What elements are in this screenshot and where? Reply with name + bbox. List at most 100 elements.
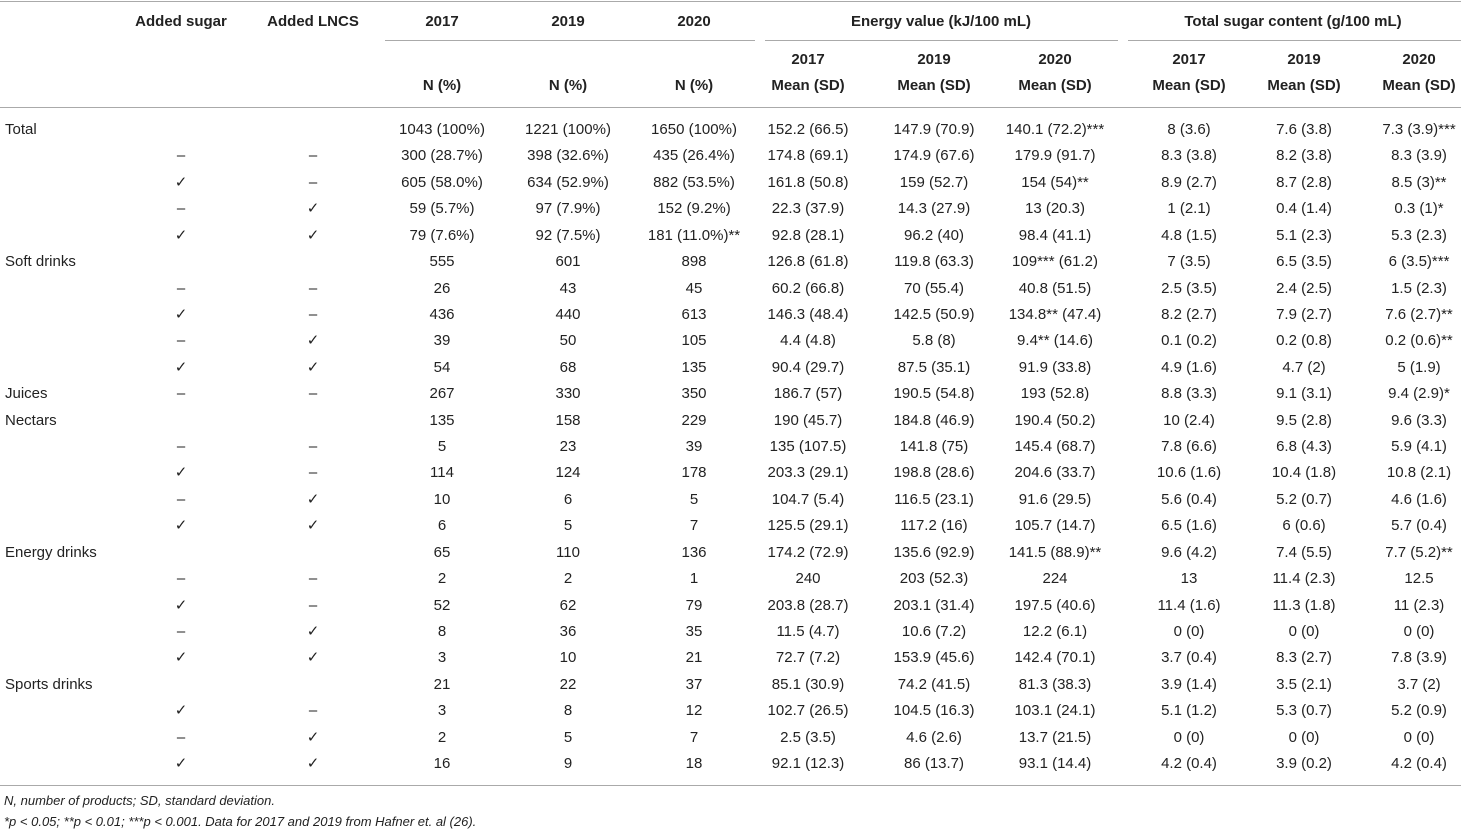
table-cell: 7.3 (3.9)*** (1382, 121, 1456, 138)
column-header: 2017 (425, 13, 459, 30)
table-cell: 0 (0) (1288, 728, 1320, 746)
table-cell: 8 (563, 702, 573, 720)
table-cell: 193 (52.8) (1020, 385, 1090, 403)
table-cell: 117.2 (16) (900, 517, 968, 535)
unit-header: N (%) (422, 77, 462, 94)
table-cell: 13 (20.3) (1024, 200, 1086, 218)
table-cell: – (308, 279, 318, 297)
row-label: Juices (5, 385, 48, 403)
table-cell: 2 (437, 570, 447, 588)
table-cell: ✓ (174, 702, 188, 720)
table-cell: 124 (555, 464, 581, 482)
table-cell: 436 (429, 305, 455, 323)
table-cell: 10.6 (1.6) (1156, 464, 1222, 482)
table-cell: 142.4 (70.1) (1014, 649, 1096, 667)
table-cell: 4.9 (1.6) (1161, 358, 1217, 376)
unit-header: Mean (SD) (1152, 77, 1226, 94)
table-cell: 3.7 (0.4) (1161, 649, 1217, 667)
table-cell: 126.8 (61.8) (767, 253, 849, 271)
table-cell: 5.3 (2.3) (1391, 226, 1447, 244)
table-cell: – (176, 490, 186, 508)
table-cell: 3.9 (1.4) (1161, 675, 1217, 693)
row-label: Total (5, 121, 37, 138)
table-cell: 11.4 (1.6) (1157, 596, 1221, 614)
table-cell: 1043 (100%) (399, 121, 485, 138)
table-cell: 197.5 (40.6) (1014, 596, 1096, 614)
unit-header: Mean (SD) (1382, 77, 1456, 94)
table-cell: 350 (681, 385, 707, 403)
table-cell: 72.7 (7.2) (775, 649, 841, 667)
table-cell: 36 (559, 622, 577, 640)
table-cell: ✓ (306, 332, 320, 350)
table-cell: 5.8 (8) (912, 332, 956, 350)
row-label: Sports drinks (5, 675, 93, 693)
table-cell: 92.8 (28.1) (771, 226, 845, 244)
table-cell: 8.9 (2.7) (1161, 173, 1217, 191)
table-cell: 152.2 (66.5) (767, 121, 849, 138)
footnote: N, number of products; SD, standard devi… (4, 793, 275, 808)
table-cell: 10 (559, 649, 577, 667)
table-cell: 5 (563, 517, 573, 535)
table-cell: 141.5 (88.9)** (1008, 543, 1102, 561)
table-cell: 204.6 (33.7) (1014, 464, 1096, 482)
table-cell: 240 (795, 570, 821, 588)
table-cell: 135.6 (92.9) (893, 543, 975, 561)
unit-header: N (%) (674, 77, 714, 94)
table-cell: 3.5 (2.1) (1276, 675, 1332, 693)
table-cell: 79 (685, 596, 703, 614)
table-cell: – (176, 570, 186, 588)
table-cell: 23 (559, 438, 577, 456)
table-cell: – (308, 305, 318, 323)
table-cell: 0 (0) (1403, 728, 1435, 746)
table-cell: 141.8 (75) (899, 438, 969, 456)
table-cell: 300 (28.7%) (401, 147, 483, 165)
table-cell: 178 (681, 464, 707, 482)
table-cell: ✓ (174, 596, 188, 614)
table-cell: 5 (1.9) (1397, 358, 1441, 376)
table-cell: 4.2 (0.4) (1161, 755, 1217, 773)
table-cell: 7 (689, 517, 699, 535)
table-cell: 7.6 (3.8) (1276, 121, 1332, 138)
table-cell: 39 (685, 438, 703, 456)
table-cell: 116.5 (23.1) (894, 490, 974, 508)
table-cell: 5.9 (4.1) (1391, 438, 1447, 456)
table-cell: – (308, 702, 318, 720)
table-cell: 104.7 (5.4) (771, 490, 845, 508)
table-cell: 198.8 (28.6) (893, 464, 975, 482)
table-cell: 605 (58.0%) (401, 173, 483, 191)
table-cell: 3.9 (0.2) (1276, 755, 1332, 773)
table-cell: 1.5 (2.3) (1391, 279, 1447, 297)
table-cell: 3.7 (2) (1397, 675, 1441, 693)
column-header: Energy value (kJ/100 mL) (850, 13, 1032, 30)
table-cell: 13 (1180, 570, 1198, 588)
table-cell: 11.5 (4.7) (776, 622, 840, 640)
table-cell: 6.5 (3.5) (1276, 253, 1332, 271)
table-cell: 601 (555, 253, 581, 271)
table-cell: 18 (685, 755, 703, 773)
table-cell: 50 (559, 332, 577, 350)
table-cell: 21 (685, 649, 703, 667)
table-cell: ✓ (174, 649, 188, 667)
table-cell: 8.2 (3.8) (1276, 147, 1332, 165)
table-cell: – (308, 438, 318, 456)
table-cell: 9.4** (14.6) (1017, 332, 1093, 350)
unit-header: Mean (SD) (1267, 77, 1341, 94)
table-cell: 59 (5.7%) (409, 200, 475, 218)
table-cell: 6 (563, 490, 573, 508)
table-cell: ✓ (174, 226, 188, 244)
table-cell: 0 (0) (1173, 622, 1205, 640)
year-header: 2019 (1287, 51, 1321, 68)
table-cell: 898 (681, 253, 707, 271)
table-cell: 10.8 (2.1) (1386, 464, 1452, 482)
table-cell: 158 (555, 411, 581, 429)
table-cell: 43 (559, 279, 577, 297)
table-cell: 54 (433, 358, 451, 376)
table-cell: – (176, 200, 186, 218)
table-cell: ✓ (174, 464, 188, 482)
table-cell: 68 (559, 358, 577, 376)
table-cell: ✓ (174, 517, 188, 535)
table-cell: 10.6 (7.2) (901, 622, 967, 640)
table-cell: 161.8 (50.8) (767, 173, 849, 191)
table-cell: – (176, 728, 186, 746)
table-cell: 7.6 (2.7)** (1385, 305, 1453, 323)
